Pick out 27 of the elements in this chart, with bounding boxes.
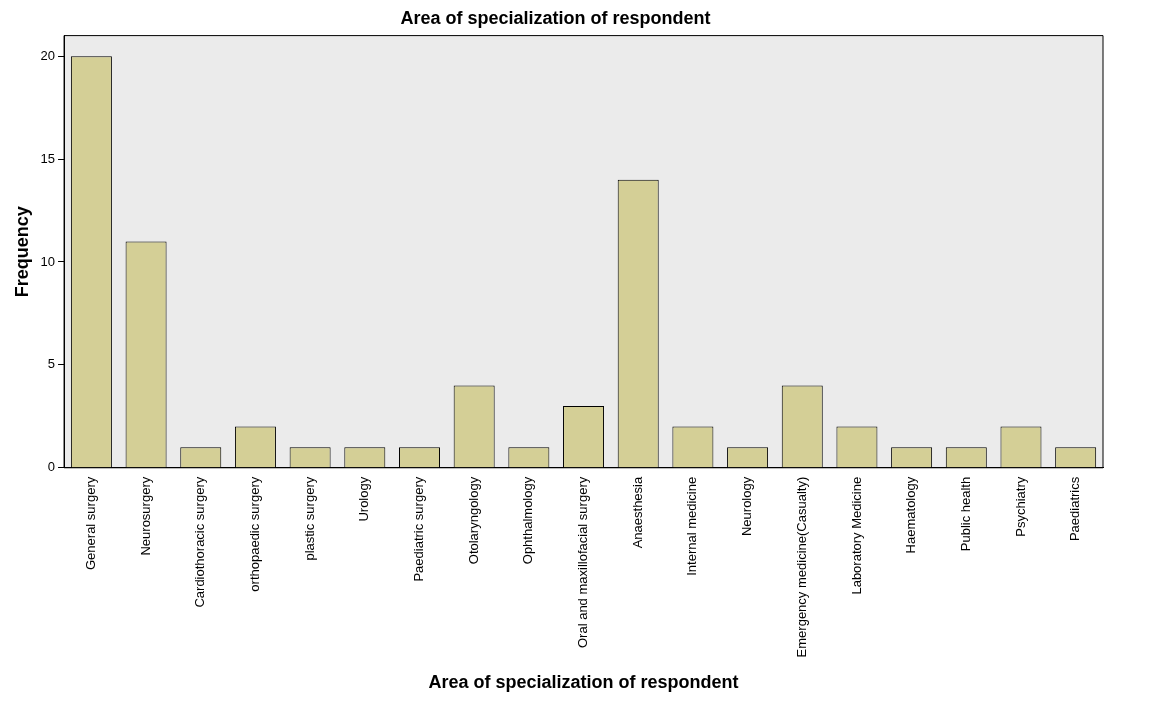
x-tick-label: Public health <box>957 476 973 552</box>
y-tick-label: 20 <box>40 47 56 63</box>
x-tick-label: Urology <box>356 476 372 522</box>
x-tick-label: Psychiatry <box>1012 476 1028 537</box>
x-tick-label: Neurology <box>739 476 755 537</box>
x-tick-label: Emergency medicine(Casualty) <box>793 476 809 658</box>
x-tick-label: Ophthalmology <box>520 476 536 565</box>
y-tick-label: 10 <box>40 253 56 269</box>
x-tick-label: General surgery <box>82 476 98 570</box>
x-tick-label: Neurosurgery <box>137 476 153 556</box>
y-tick-label: 5 <box>47 356 56 372</box>
y-axis-title: Frequency <box>11 206 32 298</box>
x-tick-label: orthopaedic surgery <box>247 476 263 592</box>
y-tick-label: 0 <box>47 459 56 475</box>
x-tick-label: Laboratory Medicine <box>848 476 864 595</box>
x-tick-label: Cardiothoracic surgery <box>192 476 208 608</box>
x-tick-label: Haematology <box>903 476 919 554</box>
x-axis-title: Area of specialization of respondent <box>428 672 739 693</box>
x-tick-label: Oral and maxillofacial surgery <box>575 476 591 649</box>
x-tick-label: plastic surgery <box>301 476 317 561</box>
x-tick-label: Anaesthesia <box>629 476 645 549</box>
x-tick-label: Paediatric surgery <box>411 476 427 582</box>
x-tick-label: Otolaryngology <box>465 476 481 565</box>
x-tick-label: Paediatrics <box>1067 476 1083 542</box>
x-tick-label: Internal medicine <box>684 476 700 576</box>
y-tick-label: 15 <box>40 150 56 166</box>
chart-title: Area of specialization of respondent <box>400 7 711 28</box>
